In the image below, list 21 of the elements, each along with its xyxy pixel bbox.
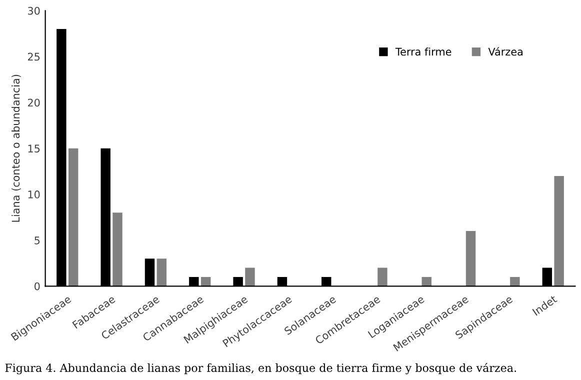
bar — [245, 268, 255, 286]
legend-label: Terra firme — [395, 48, 452, 56]
y-tick-label: 30 — [28, 6, 40, 15]
bar — [200, 276, 211, 286]
y-tick-label: 0 — [34, 282, 40, 290]
text: Figura 4. Abundancia de lianas por familias, en bosque de tierra firme y bosque de várzea. — [5, 362, 516, 374]
y-tick-label: 5 — [34, 236, 40, 244]
y-tick-label: 10 — [28, 190, 40, 198]
bar — [378, 268, 388, 286]
legend-label: Várzea — [488, 47, 522, 56]
bar — [510, 276, 520, 286]
bar — [112, 212, 122, 286]
bar — [466, 231, 476, 286]
bar — [68, 148, 78, 286]
bar — [554, 176, 564, 286]
y-axis-title: Liana (conteo o abundancia) — [12, 74, 21, 222]
y-tick-label: 25 — [28, 52, 40, 61]
y-tick-label: 15 — [28, 144, 40, 152]
y-tick-label: 20 — [28, 98, 40, 107]
bar — [156, 258, 167, 286]
bar — [422, 276, 432, 286]
